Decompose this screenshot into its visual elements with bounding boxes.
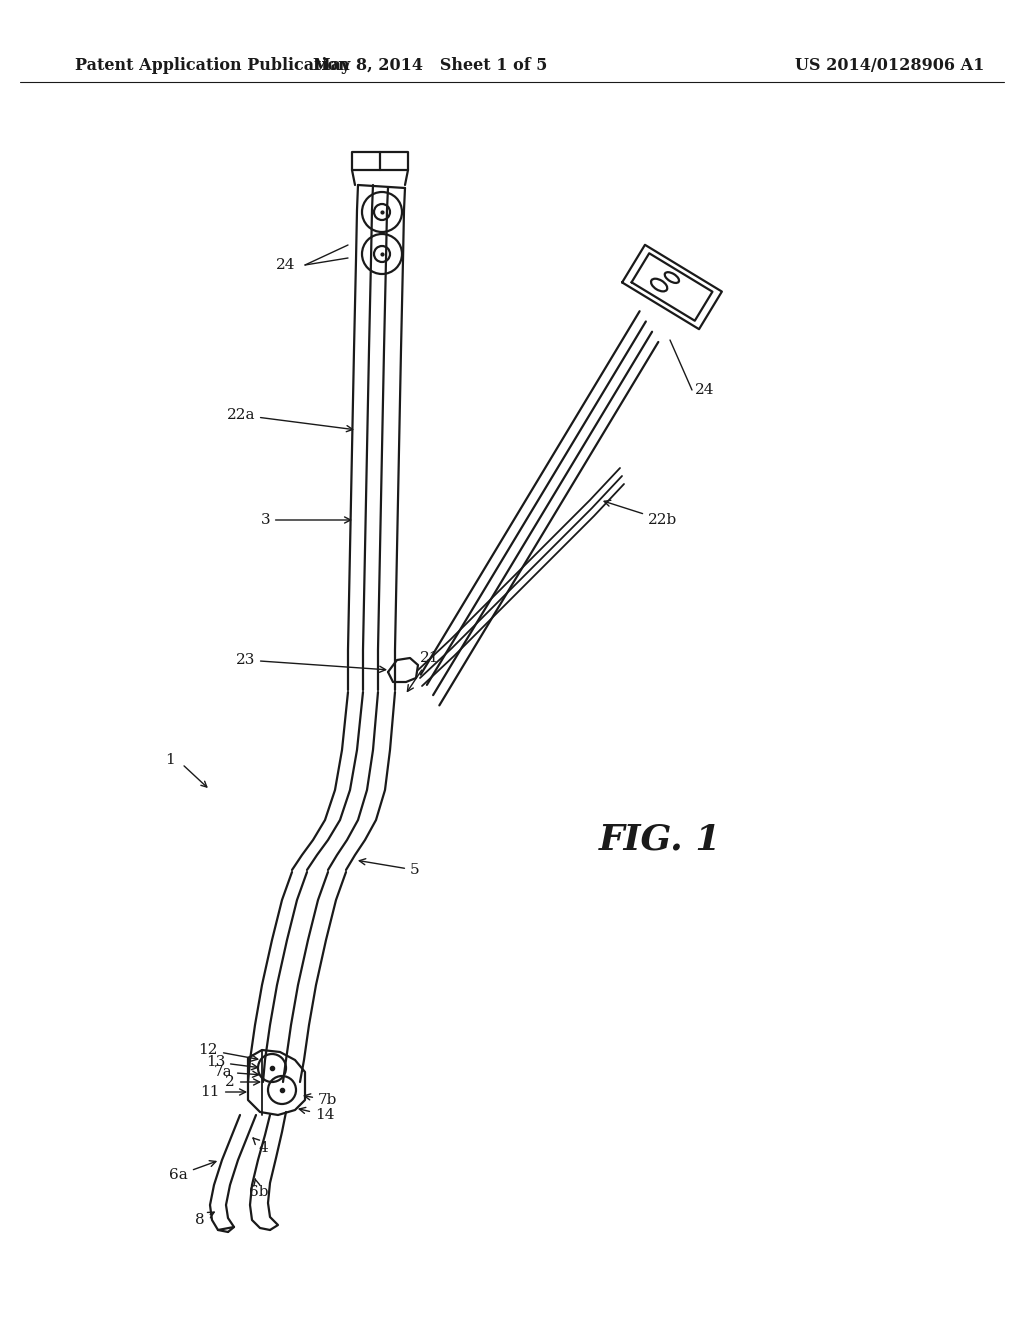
Text: 24: 24 [695,383,715,397]
Text: US 2014/0128906 A1: US 2014/0128906 A1 [796,57,985,74]
Text: 11: 11 [201,1085,246,1100]
Text: Patent Application Publication: Patent Application Publication [75,57,350,74]
Text: 1: 1 [165,752,175,767]
Text: 22a: 22a [226,408,352,432]
Text: 5: 5 [359,859,420,876]
Text: 8: 8 [196,1212,214,1228]
Text: 14: 14 [299,1107,335,1122]
Text: 24: 24 [275,257,295,272]
Text: 4: 4 [253,1138,268,1155]
Text: 3: 3 [260,513,350,527]
Text: 12: 12 [199,1043,258,1061]
Text: May 8, 2014   Sheet 1 of 5: May 8, 2014 Sheet 1 of 5 [312,57,547,74]
Text: 7a: 7a [213,1065,259,1078]
Text: 2: 2 [225,1074,260,1089]
Text: 6b: 6b [249,1179,268,1199]
Text: 7b: 7b [304,1093,337,1107]
Text: 13: 13 [206,1055,258,1069]
Text: 21: 21 [408,651,439,692]
Text: FIG. 1: FIG. 1 [599,822,721,857]
Text: 6a: 6a [169,1160,216,1181]
Text: 22b: 22b [604,500,677,527]
Text: 23: 23 [236,653,386,672]
